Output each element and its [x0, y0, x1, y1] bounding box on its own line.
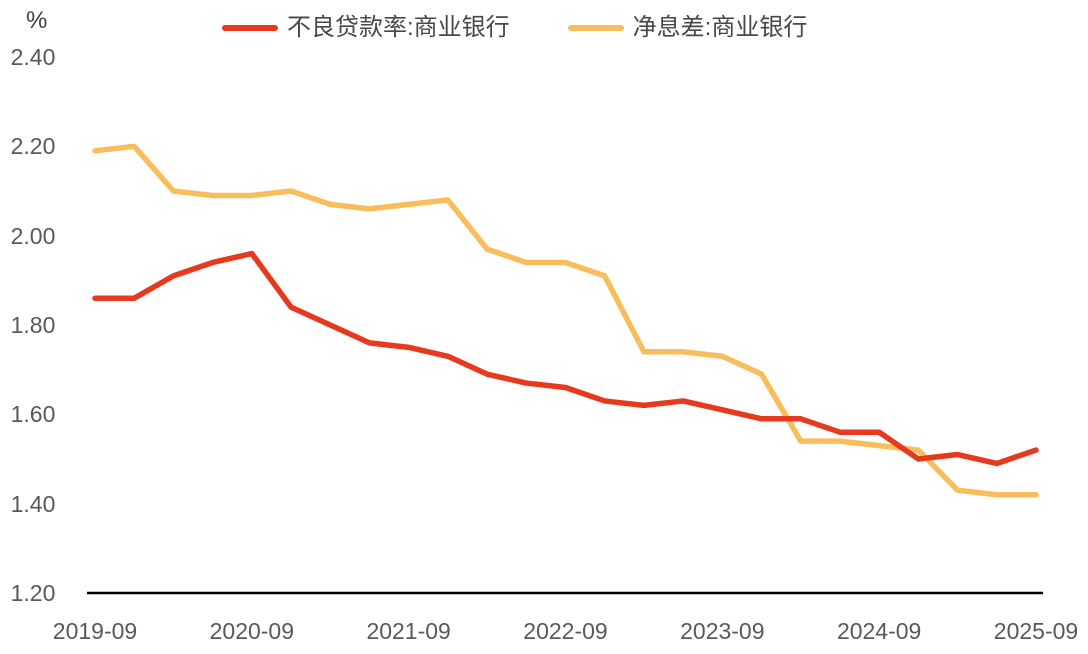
y-tick-label: 1.80 [10, 312, 56, 338]
y-tick-label: 1.40 [10, 490, 56, 517]
y-tick-label: 2.40 [10, 44, 56, 70]
legend-swatch-npl-icon [222, 25, 278, 31]
legend-label-nim: 净息差:商业银行 [632, 14, 808, 41]
legend-item-npl: 不良贷款率:商业银行 [222, 13, 510, 43]
legend: 不良贷款率:商业银行 净息差:商业银行 [222, 13, 807, 43]
nim-line-series [92, 143, 1039, 498]
x-tick-label: 2025-09 [993, 618, 1079, 644]
legend-label-npl: 不良贷款率:商业银行 [287, 14, 510, 41]
x-tick-label: 2023-09 [680, 618, 765, 644]
y-axis-unit-label: % [26, 7, 48, 34]
y-tick-label: 1.20 [10, 580, 56, 606]
y-tick-label: 2.00 [10, 222, 56, 249]
x-tick-label: 2024-09 [836, 618, 922, 644]
y-tick-label: 2.20 [10, 133, 56, 160]
y-tick-label: 1.60 [10, 401, 56, 428]
x-tick-label: 2020-09 [209, 618, 295, 644]
npl-line-series [92, 250, 1039, 467]
x-tick-label: 2019-09 [52, 618, 138, 644]
legend-swatch-nim-icon [567, 25, 624, 31]
x-tick-label: 2022-09 [523, 618, 608, 644]
legend-item-nim: 净息差:商业银行 [567, 13, 808, 43]
x-tick-label: 2021-09 [366, 618, 451, 644]
